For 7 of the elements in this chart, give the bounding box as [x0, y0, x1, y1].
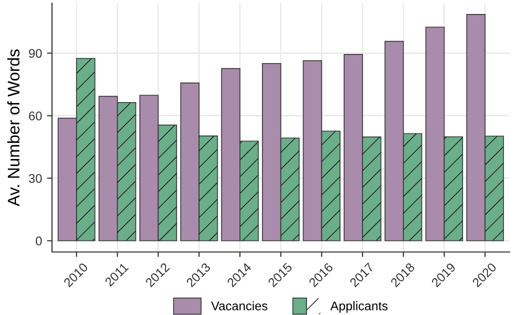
y-tick-label: 0 — [36, 236, 42, 246]
y-tick-label: 30 — [28, 174, 42, 183]
legend-label: Vacancies — [211, 301, 268, 310]
y-tick-label: 60 — [29, 111, 42, 120]
y-axis-title: Av. Number of Words — [7, 49, 20, 206]
legend-label: Applicants — [330, 301, 388, 313]
y-tick-label: 90 — [28, 48, 42, 58]
